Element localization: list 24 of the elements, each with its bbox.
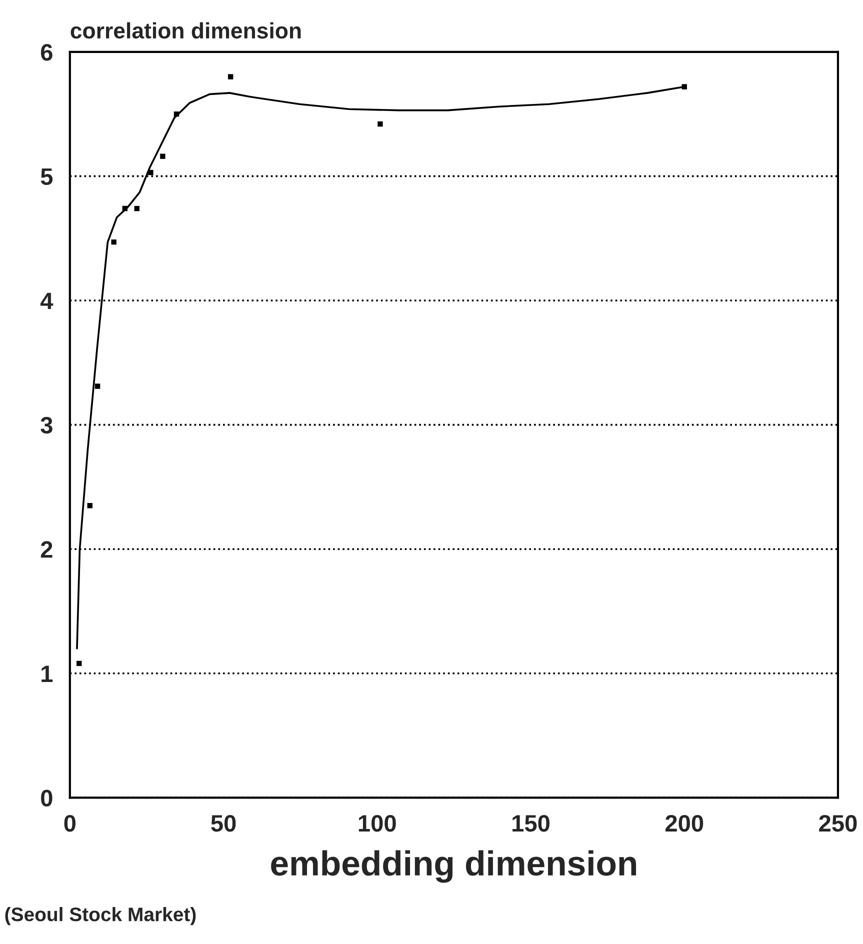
y-axis-title: correlation dimension — [70, 22, 301, 39]
x-tick-label: 100 — [358, 814, 396, 832]
x-tick-label: 150 — [512, 814, 550, 832]
x-tick-label: 250 — [819, 814, 857, 832]
point — [228, 74, 234, 80]
y-tick-label: 1 — [42, 666, 53, 682]
y-tick-label: 2 — [40, 541, 52, 558]
x-axis-title: embedding dimension — [271, 850, 636, 883]
y-tick-label: 5 — [40, 168, 53, 185]
point — [94, 384, 100, 389]
point — [87, 502, 92, 508]
point — [111, 239, 116, 245]
point — [134, 206, 140, 212]
x-tick-label: 200 — [665, 814, 704, 832]
y-tick-label: 0 — [41, 790, 52, 806]
y-tick-label: 4 — [40, 292, 54, 310]
y-tick-label: 6 — [40, 44, 52, 61]
text: (Seoul Stock Market) — [5, 906, 196, 926]
x-tick-label: 50 — [211, 814, 236, 832]
point — [160, 154, 166, 159]
x-tick-label: 0 — [64, 814, 76, 832]
y-tick-label: 3 — [40, 416, 52, 434]
point — [76, 660, 82, 666]
point — [378, 121, 383, 127]
